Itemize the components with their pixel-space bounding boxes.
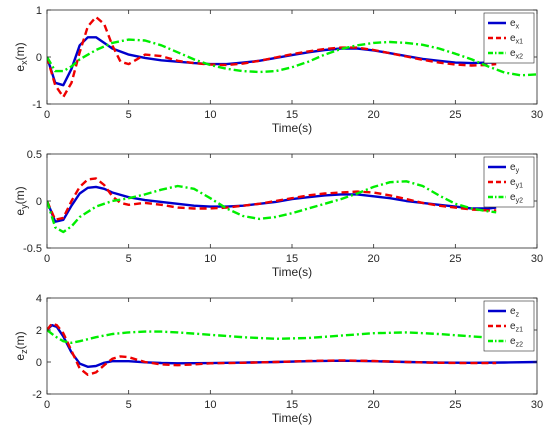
legend-entry-ey: ey	[510, 162, 520, 175]
legend: ey ey1 ey2	[483, 156, 535, 208]
y-tick-label: 4	[36, 293, 42, 305]
legend-entry-ez1: ez1	[510, 321, 523, 334]
x-tick-label: 25	[449, 109, 461, 121]
axes-box	[46, 153, 538, 249]
series-line-ez	[47, 324, 537, 368]
y-tick-label: -0.5	[23, 243, 42, 255]
y-axis-label: ex(m)	[13, 42, 29, 71]
legend-entry-ez: ez	[510, 306, 520, 319]
legend-entry-ex2: ex2	[510, 48, 523, 61]
x-tick-label: 0	[44, 253, 50, 265]
series-line-ex2	[47, 38, 537, 77]
legend-entry-ey1: ey1	[510, 177, 523, 190]
x-tick-label: 20	[368, 253, 380, 265]
x-tick-label: 0	[44, 109, 50, 121]
x-tick-label: 30	[531, 253, 543, 265]
legend-entry-ex: ex	[510, 18, 520, 31]
x-tick-label: 20	[368, 109, 380, 121]
legend-entry-ey2: ey2	[510, 192, 523, 205]
x-tick-label: 10	[204, 253, 216, 265]
x-tick-label: 5	[126, 253, 132, 265]
x-tick-label: 25	[449, 253, 461, 265]
series-line-ey2	[47, 180, 497, 234]
series-line-ey1	[47, 177, 497, 222]
x-axis-label: Time(s)	[272, 121, 312, 135]
x-tick-label: 15	[286, 253, 298, 265]
series-line-ex1	[47, 15, 497, 99]
series-line-ez1	[47, 322, 497, 376]
x-tick-label: 25	[449, 399, 461, 411]
x-tick-label: 30	[531, 399, 543, 411]
x-tick-label: 15	[286, 399, 298, 411]
x-tick-label: 5	[126, 109, 132, 121]
y-tick-label: 0	[36, 52, 42, 64]
x-tick-label: 20	[368, 399, 380, 411]
y-tick-label: 0	[36, 196, 42, 208]
x-axis-label: Time(s)	[272, 411, 312, 425]
axes-box	[46, 297, 538, 395]
x-tick-label: 10	[204, 399, 216, 411]
x-tick-label: 30	[531, 109, 543, 121]
legend-entry-ez2: ez2	[510, 336, 523, 349]
legend-entry-ex1: ex1	[510, 33, 523, 46]
series-line-ez2	[47, 329, 497, 344]
legend: ez ez1 ez2	[483, 300, 535, 352]
y-tick-label: 1	[36, 5, 42, 17]
y-axis-label: ez(m)	[13, 331, 29, 360]
series-line-ey	[47, 185, 497, 223]
y-tick-label: 0.5	[27, 149, 42, 161]
y-tick-label: -1	[32, 99, 42, 111]
x-axis-label: Time(s)	[272, 265, 312, 279]
x-tick-label: 5	[126, 399, 132, 411]
x-tick-label: 15	[286, 109, 298, 121]
legend: ex ex1 ex2	[483, 12, 535, 64]
y-tick-label: 2	[36, 325, 42, 337]
x-tick-label: 0	[44, 399, 50, 411]
y-tick-label: -2	[32, 389, 42, 401]
y-tick-label: 0	[36, 357, 42, 369]
x-tick-label: 10	[204, 109, 216, 121]
y-axis-label: ey(m)	[13, 186, 29, 215]
